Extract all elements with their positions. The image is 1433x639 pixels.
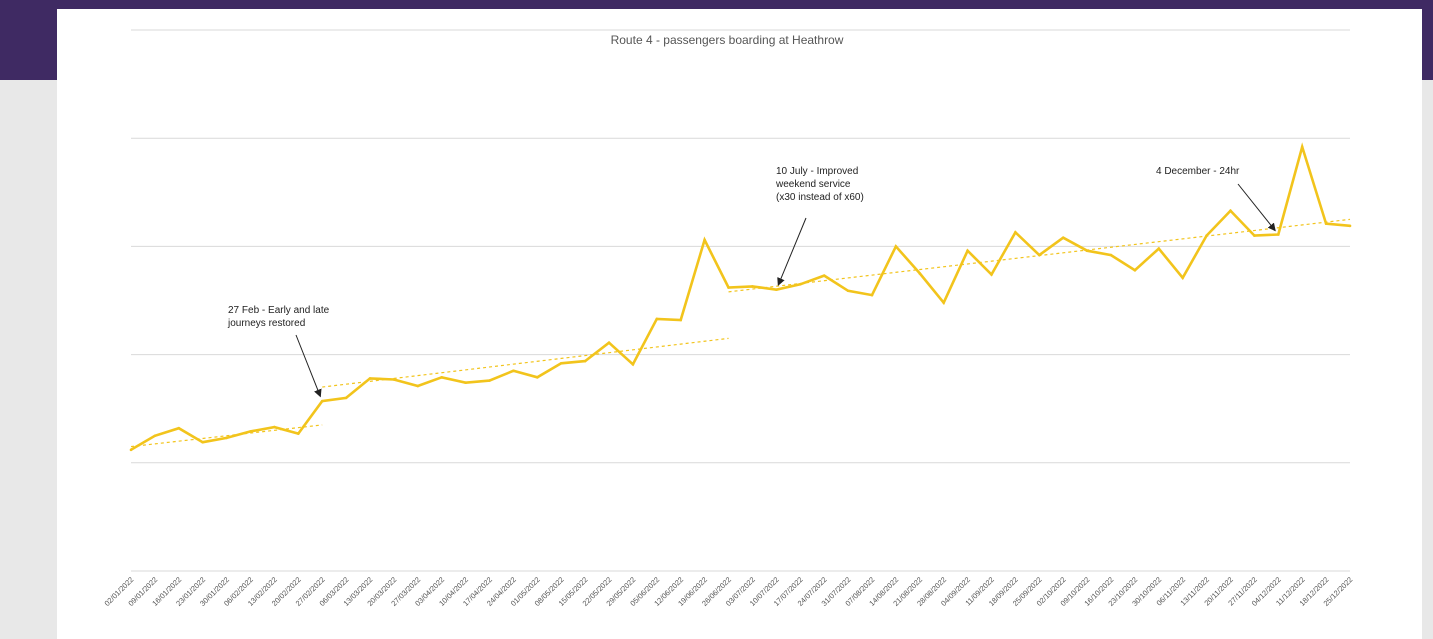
data-point — [966, 249, 969, 253]
data-point — [344, 396, 348, 400]
annotation-arrow — [295, 334, 322, 398]
data-point — [918, 272, 922, 275]
data-point — [416, 384, 420, 388]
data-point — [894, 245, 898, 248]
data-point — [1014, 231, 1017, 234]
data-point — [942, 301, 945, 304]
data-point — [153, 434, 157, 438]
data-point — [249, 430, 252, 433]
series-line — [130, 142, 1351, 451]
data-point — [368, 377, 372, 380]
data-point — [1181, 276, 1184, 280]
data-point — [822, 274, 826, 277]
data-point — [488, 379, 491, 382]
data-point — [655, 317, 659, 321]
data-point — [1348, 224, 1352, 228]
data-point — [225, 436, 228, 440]
data-point — [775, 288, 778, 291]
data-point — [798, 282, 802, 286]
data-point — [727, 286, 730, 289]
data-point — [177, 426, 181, 430]
data-point — [392, 378, 396, 381]
series-layer — [129, 142, 1352, 452]
annotation-arrow — [777, 217, 807, 286]
data-point — [1300, 145, 1304, 149]
chart-panel — [57, 9, 1422, 639]
data-point — [1324, 222, 1328, 225]
data-point — [297, 432, 300, 435]
data-point — [1109, 253, 1113, 257]
data-point — [1229, 209, 1232, 212]
data-point — [870, 293, 874, 297]
data-point — [1133, 268, 1137, 272]
data-point — [129, 448, 133, 452]
data-point — [1037, 253, 1041, 257]
annotation-text: 10 July - Improved weekend service (x30 in… — [775, 166, 864, 203]
data-point — [1085, 249, 1089, 253]
x-axis-tick-labels: 02/01/202209/01/202216/01/202223/01/2022… — [103, 575, 1355, 608]
data-point — [320, 399, 324, 403]
data-point — [464, 381, 467, 385]
chart-title: Route 4 - passengers boarding at Heathro… — [611, 33, 844, 47]
data-point — [679, 318, 683, 322]
data-point — [1061, 236, 1065, 240]
data-point — [583, 359, 587, 363]
data-point — [703, 238, 706, 242]
data-point — [607, 341, 611, 344]
data-point — [512, 369, 515, 373]
data-point — [559, 361, 563, 365]
data-point — [536, 376, 539, 379]
annotation-text: 27 Feb - Early and late journeys restored — [227, 305, 330, 329]
data-point — [751, 285, 754, 288]
annotation-text: 4 December - 24hr — [1156, 166, 1240, 177]
annotations: 27 Feb - Early and late journeys restored… — [227, 166, 1276, 398]
data-point — [1157, 247, 1161, 250]
data-point — [631, 363, 635, 366]
data-point — [201, 440, 205, 444]
data-point — [1205, 234, 1208, 237]
data-point — [990, 273, 993, 276]
data-point — [1276, 233, 1280, 236]
data-point — [273, 425, 276, 429]
annotation-arrow — [1237, 183, 1276, 232]
data-point — [440, 376, 444, 379]
gridlines — [131, 29, 1350, 572]
trendline — [130, 424, 323, 448]
data-point — [846, 289, 850, 293]
data-point — [1253, 234, 1256, 237]
